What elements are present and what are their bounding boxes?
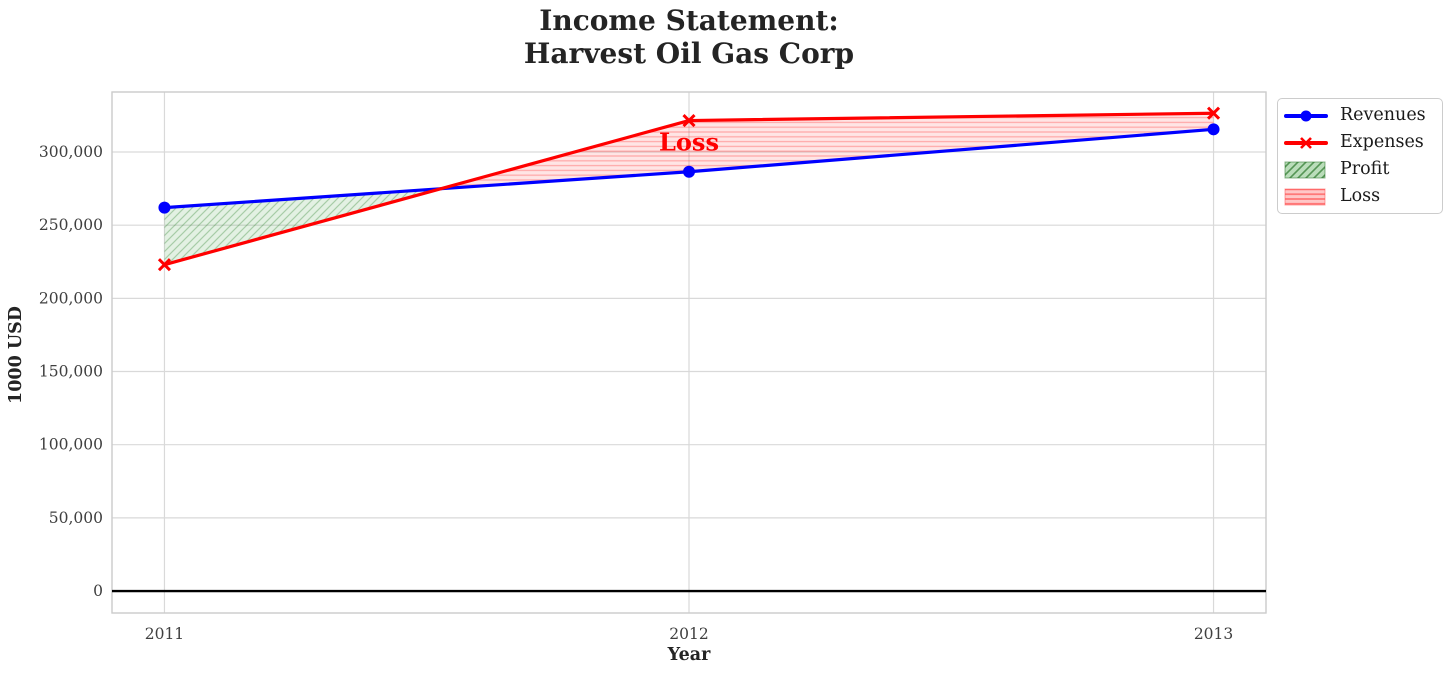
legend-label: Expenses <box>1340 131 1424 152</box>
expenses-marker <box>682 113 696 128</box>
x-axis-label: Year <box>667 645 711 665</box>
legend-label: Loss <box>1340 185 1381 206</box>
legend-item-revenues: Revenues <box>1284 106 1436 126</box>
legend-swatch-revenues-icon <box>1284 110 1328 121</box>
y-tick-label: 300,000 <box>39 143 103 161</box>
plot-frame <box>111 91 1267 614</box>
y-tick-label: 250,000 <box>39 216 103 234</box>
legend-swatch-loss-icon <box>1284 188 1326 205</box>
legend-label: Revenues <box>1340 104 1426 125</box>
revenues-line <box>158 123 1220 214</box>
chart-title-line1: Income Statement: <box>539 4 839 37</box>
legend-swatch-profit-icon <box>1284 161 1326 178</box>
y-tick-label: 50,000 <box>49 509 103 527</box>
y-tick-label: 0 <box>93 582 103 600</box>
expenses-marker <box>1206 106 1221 120</box>
x-tick-label: 2013 <box>1194 625 1233 643</box>
y-tick-label: 100,000 <box>39 436 103 454</box>
chart-title: Income Statement: Harvest Oil Gas Corp <box>112 4 1266 70</box>
expenses-line <box>157 106 1221 272</box>
loss-annotation: Loss <box>659 127 719 157</box>
y-tick-label: 200,000 <box>39 289 103 307</box>
y-axis-label: 1000 USD <box>6 306 26 404</box>
legend: Revenues Expenses Profit Loss <box>1277 98 1443 214</box>
legend-label: Profit <box>1340 158 1390 179</box>
revenues-marker <box>1207 123 1220 136</box>
legend-item-expenses: Expenses <box>1284 133 1436 153</box>
x-tick-label: 2012 <box>669 625 708 643</box>
revenues-marker <box>158 201 171 214</box>
y-tick-label: 150,000 <box>39 363 103 381</box>
revenues-marker <box>683 165 695 178</box>
expenses-marker <box>157 258 172 272</box>
x-tick-label: 2011 <box>145 625 184 643</box>
legend-swatch-expenses-icon <box>1284 136 1328 149</box>
chart-title-line2: Harvest Oil Gas Corp <box>523 37 855 70</box>
legend-item-profit: Profit <box>1284 160 1436 180</box>
loss-fill <box>440 113 1214 189</box>
legend-item-loss: Loss <box>1284 187 1436 207</box>
